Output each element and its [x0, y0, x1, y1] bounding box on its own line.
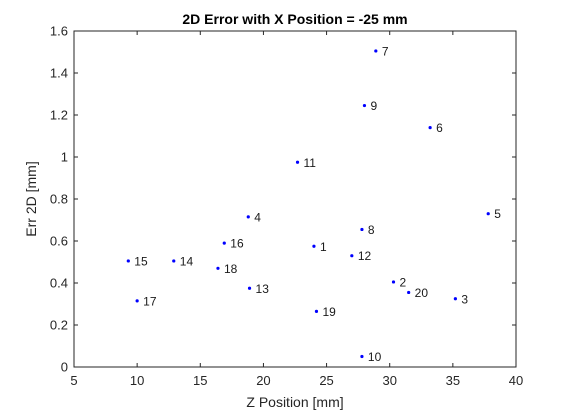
data-point-marker	[486, 212, 490, 216]
data-point-18: 18	[216, 262, 238, 276]
data-point-label: 20	[415, 286, 429, 300]
data-point-19: 19	[314, 305, 336, 319]
y-tick-label: 1.2	[50, 108, 68, 123]
data-point-label: 19	[322, 305, 336, 319]
data-point-label: 11	[304, 156, 317, 170]
data-point-marker	[362, 103, 367, 108]
data-point-marker	[135, 299, 139, 303]
data-point-label: 2	[400, 275, 407, 289]
data-point-marker	[350, 254, 354, 258]
data-point-marker	[247, 286, 252, 290]
x-axis-label: Z Position [mm]	[246, 394, 343, 410]
data-point-label: 18	[224, 262, 238, 276]
chart-title: 2D Error with X Position = -25 mm	[182, 11, 407, 27]
data-point-8: 8	[360, 223, 375, 237]
data-point-label: 12	[358, 249, 372, 263]
data-point-marker	[172, 259, 176, 263]
data-point-11: 11	[295, 156, 317, 170]
plot-area	[73, 30, 517, 368]
data-point-15: 15	[126, 254, 148, 268]
data-point-label: 1	[320, 240, 327, 254]
data-point-marker	[222, 241, 226, 245]
data-point-marker	[391, 280, 396, 284]
data-point-label: 16	[230, 237, 244, 251]
data-point-marker	[295, 160, 300, 164]
x-tick-label: 5	[70, 373, 77, 388]
data-point-marker	[428, 126, 432, 130]
x-tick-label: 30	[382, 373, 396, 388]
x-tick-label: 25	[319, 373, 333, 388]
data-point-marker	[246, 215, 250, 219]
y-tick-label: 0.4	[50, 276, 68, 291]
data-point-20: 20	[407, 286, 428, 300]
x-tick-label: 15	[193, 373, 207, 388]
data-point-label: 6	[436, 121, 443, 135]
y-tick-label: 0.8	[50, 192, 68, 207]
y-tick-label: 0.2	[50, 318, 68, 333]
data-point-9: 9	[362, 99, 377, 113]
data-point-marker	[312, 244, 316, 248]
data-point-marker	[314, 309, 319, 313]
y-axis-ticks: 0 0.2 0.4 0.6 0.8 1 1.2 1.4 1.6	[50, 24, 516, 375]
data-point-label: 14	[180, 254, 194, 268]
data-point-label: 9	[370, 99, 377, 113]
data-point-1: 1	[312, 240, 327, 254]
data-point-6: 6	[428, 121, 443, 135]
y-tick-label: 1.4	[50, 66, 68, 81]
data-point-3: 3	[453, 292, 468, 306]
data-point-label: 13	[256, 282, 270, 296]
data-point-label: 10	[368, 350, 382, 364]
x-tick-label: 35	[446, 373, 460, 388]
data-point-label: 8	[368, 223, 375, 237]
data-point-marker	[453, 297, 457, 301]
data-point-label: 17	[143, 294, 157, 308]
data-point-12: 12	[350, 249, 372, 263]
y-tick-label: 1.6	[50, 24, 68, 39]
data-point-17: 17	[135, 294, 157, 308]
y-tick-label: 1	[61, 150, 68, 165]
data-point-marker	[126, 259, 130, 263]
data-point-marker	[374, 49, 378, 53]
data-point-marker	[360, 227, 364, 232]
data-point-13: 13	[247, 282, 270, 296]
data-point-2: 2	[391, 275, 407, 289]
y-tick-label: 0.6	[50, 234, 68, 249]
x-tick-label: 40	[509, 373, 523, 388]
data-point-marker	[360, 354, 364, 359]
data-point-4: 4	[246, 210, 261, 224]
x-axis-ticks: 5 10 15 20 25 30 35 40	[70, 31, 523, 388]
data-point-14: 14	[172, 254, 193, 268]
data-point-7: 7	[374, 44, 389, 58]
data-point-16: 16	[222, 237, 244, 251]
data-point-marker	[216, 266, 220, 270]
data-point-label: 7	[382, 44, 389, 58]
y-axis-label: Err 2D [mm]	[23, 161, 39, 236]
data-point-label: 15	[134, 254, 148, 268]
data-point-5: 5	[486, 207, 501, 221]
x-tick-label: 10	[130, 373, 144, 388]
data-point-10: 10	[360, 350, 382, 364]
data-point-label: 3	[461, 292, 468, 306]
y-tick-label: 0	[61, 360, 68, 375]
data-point-marker	[407, 290, 411, 295]
data-point-label: 5	[494, 207, 501, 221]
data-point-label: 4	[254, 210, 261, 224]
x-tick-label: 20	[256, 373, 270, 388]
